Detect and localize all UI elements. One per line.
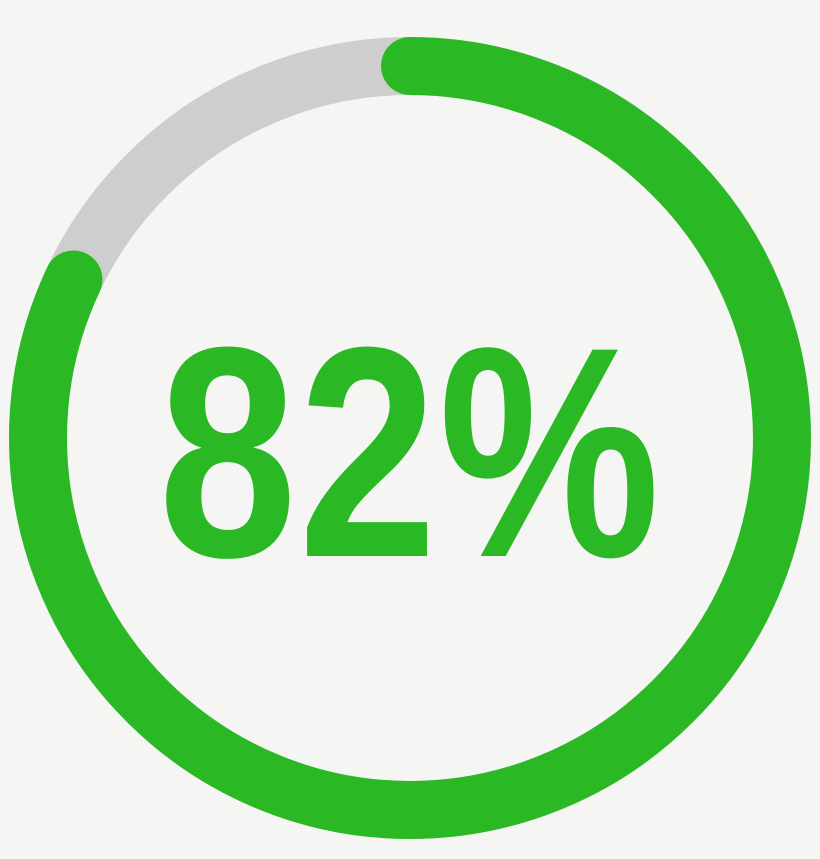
progress-value-arc <box>9 37 811 839</box>
progress-percentage-label: 82% <box>158 284 662 620</box>
